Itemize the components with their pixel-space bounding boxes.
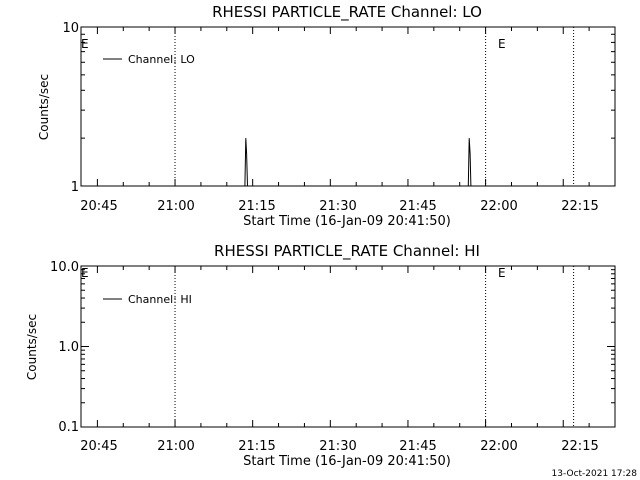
panel-lo-x-ticks: 20:45 21:00 21:15 21:30 21:45 22:00 22:1… [80,27,616,214]
panel-hi-y-axis-label: Counts/sec [25,314,39,380]
panel-hi-x-tick-label-2130: 21:30 [319,439,356,454]
panel-lo-x-tick-label-2200: 22:00 [480,199,517,214]
panel-lo-x-axis-label: Start Time (16-Jan-09 20:41:50) [243,214,451,229]
panel-lo-x-tick-label-2145: 21:45 [399,199,436,214]
panel-hi-legend: Channel: HI [103,293,192,306]
panel-hi-y-tick-label-1: 1.0 [58,340,79,355]
panel-hi-x-tick-label-2215: 22:15 [561,439,598,454]
panel-lo-x-tick-label-2130: 21:30 [319,199,356,214]
panel-lo-vlines [174,27,575,186]
panel-lo-x-tick-label-2115: 21:15 [238,199,275,214]
panel-lo-marker-e-left: E [81,37,89,51]
panel-lo-x-tick-label-2045: 20:45 [80,199,117,214]
panel-lo-x-tick-label-2215: 22:15 [561,199,598,214]
panel-hi-y-ticks: 10.0 1.0 0.1 [50,260,615,435]
panel-hi-y-tick-label-10: 10.0 [50,260,79,275]
panel-lo: RHESSI PARTICLE_RATE Channel: LO 10 1 20… [37,3,616,229]
panel-hi: RHESSI PARTICLE_RATE Channel: HI 10.0 1.… [25,242,616,469]
panel-hi-plot-frame [80,265,616,428]
panel-hi-x-tick-label-2115: 21:15 [238,439,275,454]
panel-hi-x-ticks: 20:45 21:00 21:15 21:30 21:45 22:00 22:1… [80,266,616,454]
panel-hi-marker-e-left: E [81,266,89,280]
panel-hi-marker-e-right: E [498,266,506,280]
panel-hi-y-tick-label-0-1: 0.1 [58,420,79,435]
panel-lo-plot-frame [80,26,616,187]
panel-lo-y-axis-label: Counts/sec [37,74,51,140]
panel-lo-y-ticks: 10 1 [62,21,615,195]
panel-lo-x-tick-label-2100: 21:00 [157,199,194,214]
panel-lo-marker-e-right: E [498,37,506,51]
panel-lo-legend: Channel: LO [103,53,195,66]
panel-hi-x-tick-label-2200: 22:00 [480,439,517,454]
panel-lo-data [244,138,472,187]
panel-hi-x-tick-label-2145: 21:45 [399,439,436,454]
panel-hi-markers: E E [81,266,506,280]
panel-lo-series-line [244,138,472,187]
panel-hi-title: RHESSI PARTICLE_RATE Channel: HI [214,242,480,261]
footer-timestamp: 13-Oct-2021 17:28 [552,469,638,479]
panel-lo-title: RHESSI PARTICLE_RATE Channel: LO [212,3,482,22]
panel-hi-legend-label: Channel: HI [128,293,192,306]
panel-lo-markers: E E [81,37,506,51]
panel-lo-legend-label: Channel: LO [128,53,195,66]
panel-hi-x-tick-label-2100: 21:00 [157,439,194,454]
panel-hi-vlines [174,266,575,427]
panel-lo-y-tick-label-1: 1 [71,180,79,195]
panel-lo-y-tick-label-10: 10 [62,21,79,36]
panel-hi-x-tick-label-2045: 20:45 [80,439,117,454]
panel-hi-x-axis-label: Start Time (16-Jan-09 20:41:50) [243,454,451,469]
